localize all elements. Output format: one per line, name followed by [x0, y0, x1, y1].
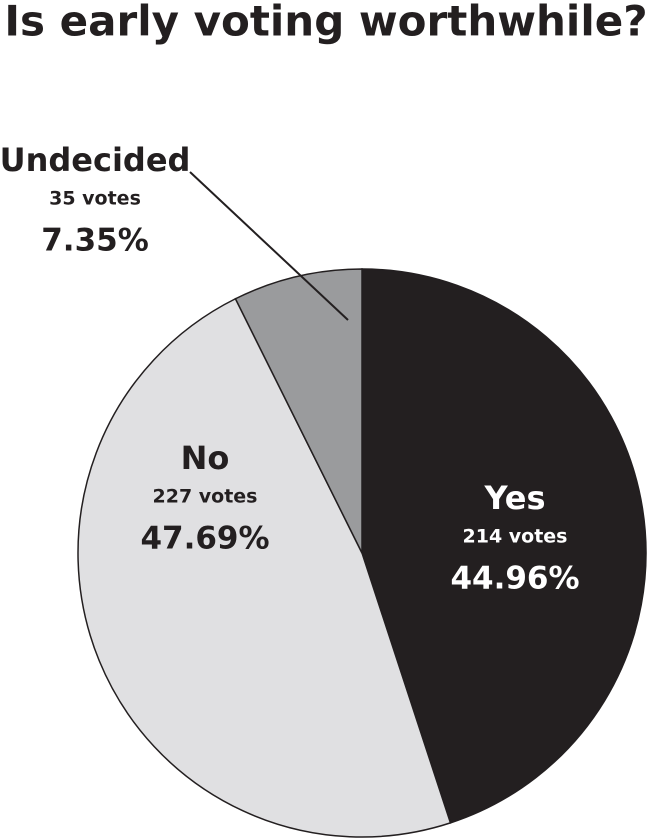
slice-votes: 227 votes: [153, 486, 258, 508]
slice-percent: 47.69%: [140, 521, 269, 557]
pie-slice: [234, 268, 363, 554]
slice-name: Undecided: [0, 141, 190, 179]
slice-name: No: [181, 439, 230, 477]
slice-name: Yes: [484, 479, 546, 517]
slice-percent: 7.35%: [41, 223, 149, 259]
slice-votes: 35 votes: [49, 188, 141, 210]
leader-line: [189, 171, 349, 321]
slice-votes: 214 votes: [463, 526, 568, 548]
chart-title: Is early voting worthwhile?: [4, 0, 647, 46]
slice-percent: 44.96%: [450, 561, 579, 597]
pie-slice: [77, 297, 452, 838]
pie-slice: [361, 268, 647, 824]
